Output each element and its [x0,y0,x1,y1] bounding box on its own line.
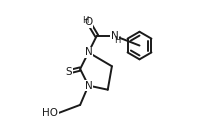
Text: H: H [114,35,120,45]
Text: H: H [82,16,89,25]
Text: N: N [85,47,92,57]
Text: S: S [66,67,72,77]
Text: N: N [85,81,92,91]
Text: HO: HO [42,108,58,118]
Text: O: O [84,17,93,27]
Text: N: N [111,31,118,41]
